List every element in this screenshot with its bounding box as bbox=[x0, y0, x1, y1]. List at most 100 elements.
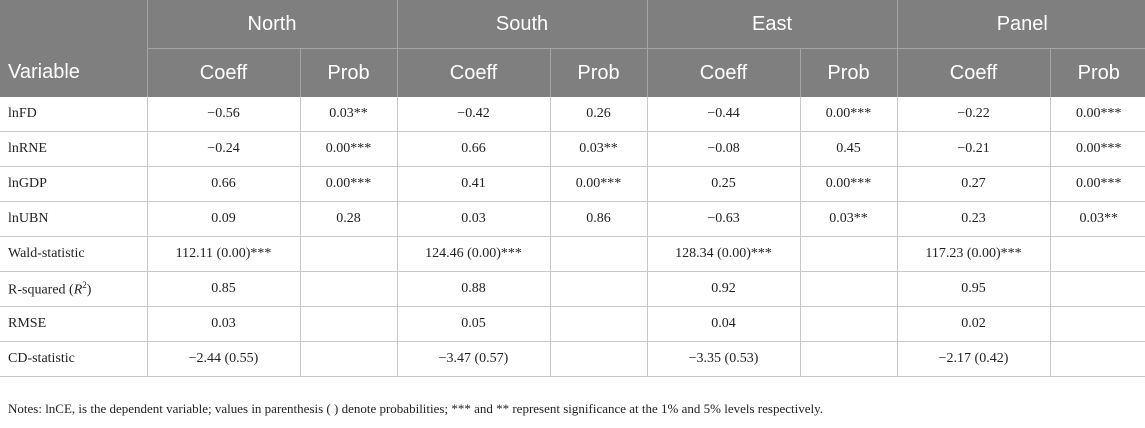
table-cell bbox=[1049, 341, 1145, 377]
regression-results-table: North South East Panel Variable Coeff Pr… bbox=[0, 0, 1145, 377]
table-cell bbox=[549, 341, 648, 377]
table-cell: −0.63 bbox=[646, 201, 801, 237]
table-row: lnUBN 0.09 0.28 0.03 0.86 −0.63 0.03** 0… bbox=[0, 201, 1145, 237]
table-cell: 0.66 bbox=[396, 131, 550, 167]
region-header-east: East bbox=[646, 0, 898, 49]
table-cell: 0.00*** bbox=[799, 166, 898, 202]
table-cell bbox=[549, 306, 648, 342]
table-row: lnRNE −0.24 0.00*** 0.66 0.03** −0.08 0.… bbox=[0, 131, 1145, 167]
table-row: lnFD −0.56 0.03** −0.42 0.26 −0.44 0.00*… bbox=[0, 97, 1145, 132]
table-cell: −3.47 (0.57) bbox=[396, 341, 550, 377]
table-body: lnFD −0.56 0.03** −0.42 0.26 −0.44 0.00*… bbox=[0, 97, 1145, 377]
table-cell: 0.03** bbox=[549, 131, 648, 167]
table-cell: 0.26 bbox=[549, 97, 648, 132]
table-cell: 128.34 (0.00)*** bbox=[646, 236, 801, 272]
coeff-header: Coeff bbox=[396, 48, 550, 97]
table-cell bbox=[299, 306, 397, 342]
table-cell bbox=[1049, 306, 1145, 342]
table-cell: 0.00*** bbox=[299, 131, 397, 167]
row-label: lnUBN bbox=[0, 201, 147, 237]
table-cell bbox=[299, 271, 397, 307]
table-cell: 0.27 bbox=[896, 166, 1051, 202]
table-cell: 0.85 bbox=[146, 271, 300, 307]
table-cell: 0.25 bbox=[646, 166, 801, 202]
table-cell: 0.03 bbox=[146, 306, 300, 342]
table-cell: −0.21 bbox=[896, 131, 1051, 167]
table-cell: 0.86 bbox=[549, 201, 648, 237]
table-cell: −2.17 (0.42) bbox=[896, 341, 1051, 377]
table-cell: 0.00*** bbox=[549, 166, 648, 202]
table-cell bbox=[799, 306, 898, 342]
table-cell: 0.03** bbox=[299, 97, 397, 132]
table-cell: 0.03** bbox=[1049, 201, 1145, 237]
region-header-south: South bbox=[396, 0, 648, 49]
table-cell bbox=[1049, 236, 1145, 272]
row-label-italic: R bbox=[73, 282, 83, 298]
prob-header: Prob bbox=[299, 48, 397, 97]
table-cell: 0.92 bbox=[646, 271, 801, 307]
table-cell: 112.11 (0.00)*** bbox=[146, 236, 300, 272]
table-cell: 0.41 bbox=[396, 166, 550, 202]
table-cell: 0.02 bbox=[896, 306, 1051, 342]
table-cell bbox=[299, 236, 397, 272]
table-cell bbox=[799, 236, 898, 272]
prob-header: Prob bbox=[1049, 48, 1145, 97]
row-label: lnFD bbox=[0, 97, 147, 132]
table-cell: −0.24 bbox=[146, 131, 300, 167]
row-label: Wald-statistic bbox=[0, 236, 147, 272]
table-cell: 0.00*** bbox=[299, 166, 397, 202]
table-notes: Notes: lnCE, is the dependent variable; … bbox=[8, 401, 824, 416]
table-cell bbox=[549, 236, 648, 272]
row-label: lnRNE bbox=[0, 131, 147, 167]
table-cell bbox=[799, 341, 898, 377]
table-cell bbox=[299, 341, 397, 377]
table-cell: −0.42 bbox=[396, 97, 550, 132]
table-cell: −0.44 bbox=[646, 97, 801, 132]
table-cell: 0.00*** bbox=[1049, 97, 1145, 132]
row-label: lnGDP bbox=[0, 166, 147, 202]
row-label: R-squared (R2) bbox=[0, 271, 147, 307]
table-cell: −0.08 bbox=[646, 131, 801, 167]
table-row: CD-statistic −2.44 (0.55) −3.47 (0.57) −… bbox=[0, 341, 1145, 377]
region-header-panel: Panel bbox=[896, 0, 1145, 49]
row-label: RMSE bbox=[0, 306, 147, 342]
table-cell: 0.95 bbox=[896, 271, 1051, 307]
row-label-superscript: 2 bbox=[82, 279, 87, 290]
table-header: North South East Panel Variable Coeff Pr… bbox=[0, 0, 1145, 97]
table-cell: 0.05 bbox=[396, 306, 550, 342]
prob-header: Prob bbox=[799, 48, 898, 97]
table-row: RMSE 0.03 0.05 0.04 0.02 bbox=[0, 306, 1145, 342]
table-cell: 0.45 bbox=[799, 131, 898, 167]
row-label-close: ) bbox=[86, 282, 92, 298]
coeff-header: Coeff bbox=[146, 48, 300, 97]
row-label: CD-statistic bbox=[0, 341, 147, 377]
table-cell bbox=[799, 271, 898, 307]
table-row: R-squared (R2) 0.85 0.88 0.92 0.95 bbox=[0, 271, 1145, 307]
table-cell: 0.00*** bbox=[799, 97, 898, 132]
coeff-header: Coeff bbox=[896, 48, 1051, 97]
table-cell: 124.46 (0.00)*** bbox=[396, 236, 550, 272]
table-cell: 0.28 bbox=[299, 201, 397, 237]
coeff-header: Coeff bbox=[646, 48, 801, 97]
prob-header: Prob bbox=[549, 48, 648, 97]
table-cell: −0.56 bbox=[146, 97, 300, 132]
row-label-text: R-squared ( bbox=[8, 282, 74, 298]
table-cell: 0.00*** bbox=[1049, 131, 1145, 167]
table-cell: 0.23 bbox=[896, 201, 1051, 237]
table-cell: 0.88 bbox=[396, 271, 550, 307]
table-cell: 0.03** bbox=[799, 201, 898, 237]
table-cell: 0.03 bbox=[396, 201, 550, 237]
table-row: Wald-statistic 112.11 (0.00)*** 124.46 (… bbox=[0, 236, 1145, 272]
table-cell: 0.00*** bbox=[1049, 166, 1145, 202]
table-cell: 0.09 bbox=[146, 201, 300, 237]
table-cell: 0.04 bbox=[646, 306, 801, 342]
header-corner bbox=[0, 0, 147, 49]
table-cell bbox=[1049, 271, 1145, 307]
table-cell: 0.66 bbox=[146, 166, 300, 202]
table-cell: −0.22 bbox=[896, 97, 1051, 132]
variable-column-header: Variable bbox=[0, 48, 147, 97]
region-header-north: North bbox=[146, 0, 397, 49]
table-cell: 117.23 (0.00)*** bbox=[896, 236, 1051, 272]
table-cell: −3.35 (0.53) bbox=[646, 341, 801, 377]
table-cell bbox=[549, 271, 648, 307]
